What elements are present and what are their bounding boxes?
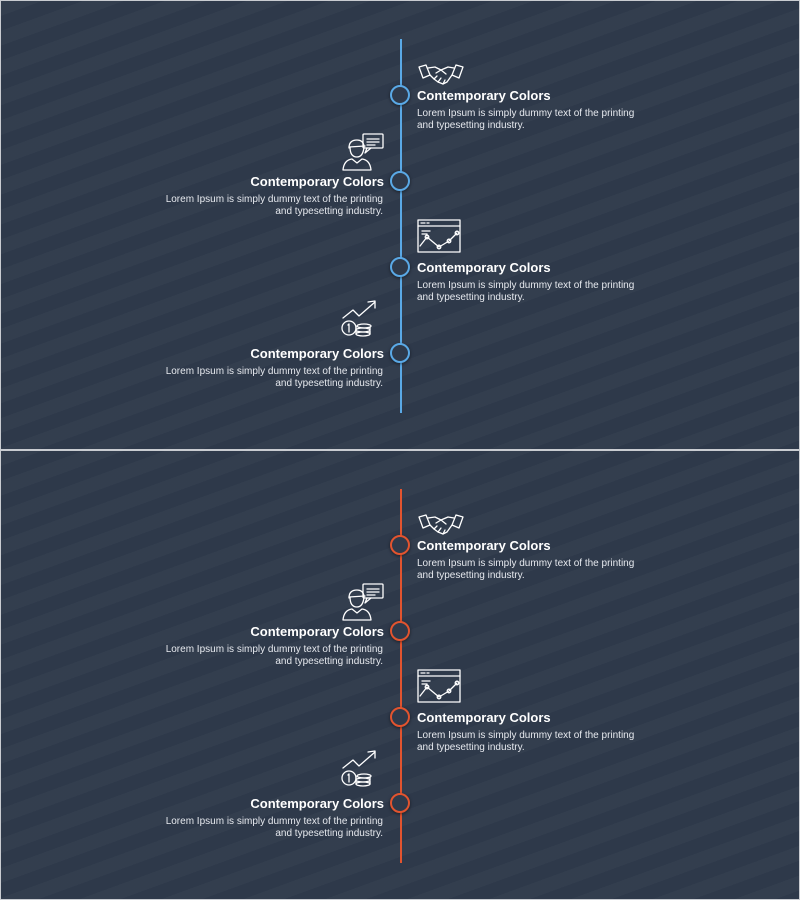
timeline-node [390,793,410,813]
item-title: Contemporary Colors [250,796,384,811]
person-speech-icon [339,132,387,172]
timeline-node [390,85,410,105]
chart-window-icon [415,668,463,704]
item-description: Lorem Ipsum is simply dummy text of the … [165,366,383,389]
item-title: Contemporary Colors [417,88,551,103]
item-description: Lorem Ipsum is simply dummy text of the … [165,644,383,667]
item-title: Contemporary Colors [250,174,384,189]
timeline-line [400,489,402,863]
coins-growth-icon [337,298,385,338]
timeline-node [390,257,410,277]
person-speech-icon [339,582,387,622]
timeline-node [390,171,410,191]
timeline-node [390,621,410,641]
item-description: Lorem Ipsum is simply dummy text of the … [417,730,635,753]
timeline-line [400,39,402,413]
item-description: Lorem Ipsum is simply dummy text of the … [165,816,383,839]
timeline-slide-blue: Contemporary Colors Lorem Ipsum is simpl… [1,1,799,449]
chart-window-icon [415,218,463,254]
timeline-node [390,343,410,363]
item-description: Lorem Ipsum is simply dummy text of the … [417,280,635,303]
timeline-node [390,535,410,555]
item-title: Contemporary Colors [417,538,551,553]
item-description: Lorem Ipsum is simply dummy text of the … [417,108,635,131]
item-title: Contemporary Colors [250,346,384,361]
item-description: Lorem Ipsum is simply dummy text of the … [417,558,635,581]
timeline-node [390,707,410,727]
item-description: Lorem Ipsum is simply dummy text of the … [165,194,383,217]
coins-growth-icon [337,748,385,788]
item-title: Contemporary Colors [417,260,551,275]
item-title: Contemporary Colors [250,624,384,639]
timeline-slide-orange: Contemporary Colors Lorem Ipsum is simpl… [1,451,799,899]
item-title: Contemporary Colors [417,710,551,725]
